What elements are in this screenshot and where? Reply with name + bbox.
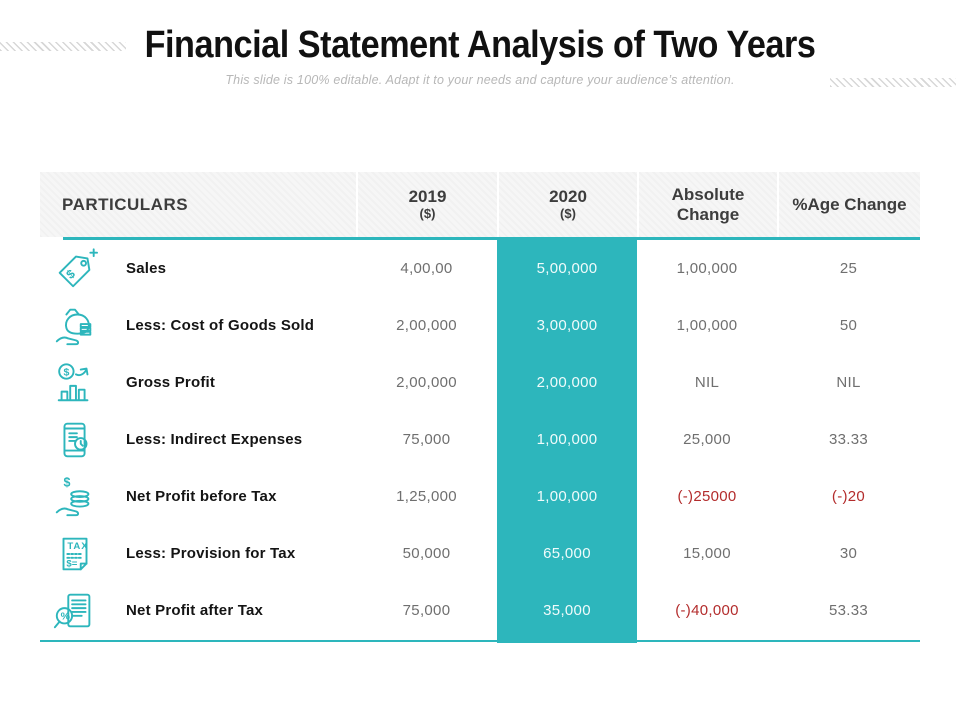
- coins-hand-icon: $: [52, 474, 98, 520]
- slide-subtitle: This slide is 100% editable. Adapt it to…: [225, 73, 735, 87]
- pct-change-value: 25: [839, 260, 858, 277]
- row-label: Less: Cost of Goods Sold: [126, 317, 315, 334]
- table-row: $ Sales 4,00,00 5,00,000 1,00,000 25: [40, 240, 920, 297]
- row-label: Less: Indirect Expenses: [126, 431, 303, 448]
- column-header-pct-change-label: %Age Change: [792, 194, 907, 214]
- row-label: Net Profit before Tax: [126, 488, 277, 505]
- decor-hatch-left: [0, 42, 126, 51]
- absolute-change-value: 1,00,000: [676, 260, 738, 277]
- column-header-pct-change: %Age Change: [777, 172, 920, 237]
- header-underline: [63, 237, 920, 240]
- table-body: $ Sales 4,00,00 5,00,000 1,00,000 25 Les…: [40, 240, 920, 639]
- pct-change-value: 33.33: [828, 431, 869, 448]
- absolute-change-value: (-)40,000: [675, 602, 739, 619]
- value-2019: 1,25,000: [396, 488, 457, 505]
- value-2019: 2,00,000: [396, 374, 457, 391]
- value-2020: 3,00,000: [536, 317, 598, 334]
- value-2020: 2,00,000: [536, 374, 598, 391]
- row-label: Less: Provision for Tax: [126, 545, 296, 562]
- column-header-2019-year: 2019: [408, 187, 447, 207]
- value-2020: 5,00,000: [536, 260, 598, 277]
- highlight-column-2020: [497, 239, 637, 643]
- column-header-2020-unit: ($): [560, 205, 576, 221]
- column-header-particulars: PARTICULARS: [40, 172, 356, 237]
- slide-title: Financial Statement Analysis of Two Year…: [144, 24, 816, 66]
- value-2019: 4,00,00: [400, 260, 453, 277]
- price-tag-icon: $: [52, 246, 98, 292]
- table-row: $ Net Profit before Tax 1,25,000 1,00,00…: [40, 468, 920, 525]
- svg-text:$=: $=: [66, 558, 77, 569]
- column-header-2020-year: 2020: [549, 187, 587, 207]
- absolute-change-value: 1,00,000: [676, 317, 738, 334]
- svg-text:$: $: [64, 475, 71, 489]
- value-2020: 1,00,000: [536, 488, 598, 505]
- column-header-absolute-change: Absolute Change: [637, 172, 777, 237]
- column-header-2020: 2020 ($): [497, 172, 637, 237]
- value-2020: 35,000: [543, 602, 591, 619]
- absolute-change-value: NIL: [694, 374, 720, 391]
- value-2020: 65,000: [543, 545, 591, 562]
- decor-hatch-right: [830, 78, 956, 87]
- table-header-row: PARTICULARS 2019 ($) 2020 ($) Absolute C…: [40, 172, 920, 237]
- svg-text:$: $: [64, 366, 70, 378]
- absolute-change-value: (-)25000: [677, 488, 737, 505]
- table-row: % Net Profit after Tax 75,000 35,000 (-)…: [40, 582, 920, 639]
- row-label: Gross Profit: [126, 374, 216, 391]
- table-row: $ Gross Profit 2,00,000 2,00,000 NIL NIL: [40, 354, 920, 411]
- svg-text:TAX: TAX: [67, 541, 88, 552]
- profit-growth-icon: $: [52, 360, 98, 406]
- column-header-2019: 2019 ($): [356, 172, 497, 237]
- money-bag-hand-icon: [52, 303, 98, 349]
- row-label: Net Profit after Tax: [126, 602, 264, 619]
- pct-change-value: 50: [839, 317, 858, 334]
- column-header-2019-unit: ($): [419, 205, 436, 221]
- column-header-absolute-change-label: Absolute Change: [671, 184, 745, 224]
- value-2019: 50,000: [402, 545, 451, 562]
- mobile-billing-icon: [52, 417, 98, 463]
- value-2019: 75,000: [402, 431, 451, 448]
- pct-change-value: 53.33: [828, 602, 869, 619]
- title-block: Financial Statement Analysis of Two Year…: [0, 24, 960, 87]
- table-row: Less: Indirect Expenses 75,000 1,00,000 …: [40, 411, 920, 468]
- pct-change-value: NIL: [836, 374, 861, 391]
- absolute-change-value: 15,000: [683, 545, 731, 562]
- table-row: TAX $= Less: Provision for Tax 50,000 65,…: [40, 525, 920, 582]
- audit-report-icon: %: [52, 588, 98, 634]
- financial-table: PARTICULARS 2019 ($) 2020 ($) Absolute C…: [40, 172, 920, 647]
- pct-change-value: 30: [839, 545, 858, 562]
- value-2019: 2,00,000: [396, 317, 457, 334]
- absolute-change-value: 25,000: [683, 431, 731, 448]
- table-row: Less: Cost of Goods Sold 2,00,000 3,00,0…: [40, 297, 920, 354]
- row-label: Sales: [126, 260, 167, 277]
- svg-text:%: %: [61, 610, 71, 622]
- table-bottom-rule: [40, 640, 920, 642]
- value-2019: 75,000: [402, 602, 451, 619]
- pct-change-value: (-)20: [831, 488, 866, 505]
- value-2020: 1,00,000: [536, 431, 598, 448]
- tax-invoice-icon: TAX $=: [52, 531, 98, 577]
